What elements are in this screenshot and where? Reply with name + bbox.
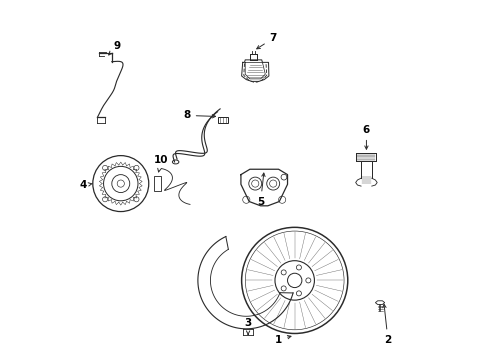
- Text: 6: 6: [362, 125, 369, 149]
- Text: 4: 4: [79, 180, 92, 190]
- Text: 5: 5: [257, 173, 264, 207]
- Text: 2: 2: [382, 304, 391, 345]
- Text: 9: 9: [108, 41, 121, 55]
- Text: 3: 3: [244, 319, 251, 334]
- Text: 10: 10: [154, 155, 168, 172]
- Text: 7: 7: [256, 33, 276, 49]
- Text: 8: 8: [183, 111, 215, 121]
- Text: 1: 1: [274, 334, 290, 345]
